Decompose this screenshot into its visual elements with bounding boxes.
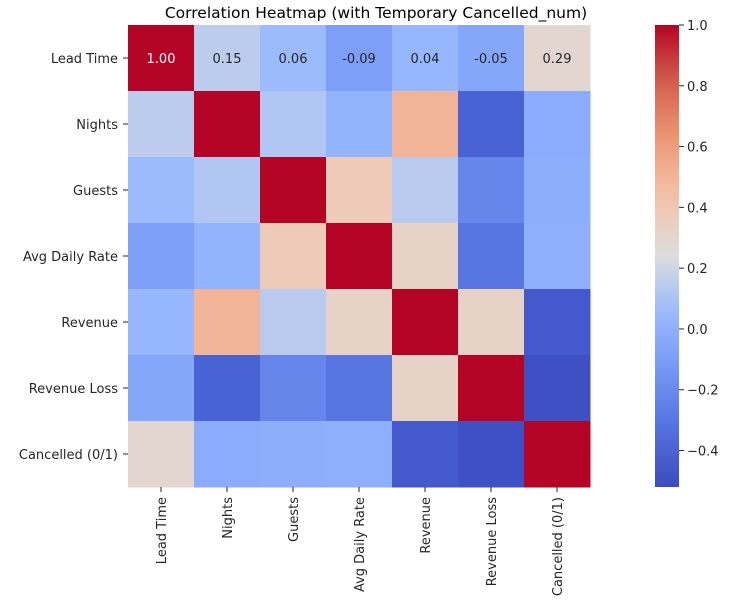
cell-annotation: 0.15 [213,52,242,67]
heatmap-cell [458,289,525,356]
heatmap-cell [392,289,459,356]
colorbar-tick-label: 0.4 [687,201,708,216]
heatmap-cell [194,157,261,224]
colorbar-tick-label: −0.4 [687,445,719,460]
heatmap-cell [458,355,525,422]
heatmap-cell [194,421,261,488]
heatmap-cell [392,25,459,92]
heatmap-cell [524,421,591,488]
heatmap-cell [458,25,525,92]
heatmap-cell [260,91,327,158]
colorbar: 1.0 0.8 0.6 0.4 0.2 0.0 −0.2 −0.4 [655,19,719,487]
heatmap-cell [326,355,393,422]
column-label: Nights [221,497,236,539]
heatmap-cell [524,355,591,422]
heatmap-cell [194,91,261,158]
colorbar-gradient [655,25,679,487]
heatmap-cell [128,91,195,158]
colorbar-tick-label: 0.2 [687,262,708,277]
column-label: Cancelled (0/1) [551,497,566,596]
cell-annotations: 1.00 0.15 0.06 -0.09 0.04 -0.05 0.29 [147,52,572,67]
column-label: Revenue Loss [485,497,500,586]
heatmap-cell [194,355,261,422]
cell-annotation: 0.04 [411,52,440,67]
heatmap-cell [260,421,327,488]
column-label: Avg Daily Rate [353,497,368,592]
chart-title: Correlation Heatmap (with Temporary Canc… [165,4,587,23]
heatmap-cells [128,25,591,488]
heatmap-cell [128,157,195,224]
heatmap-cell [524,223,591,290]
heatmap-cell [194,223,261,290]
row-label: Cancelled (0/1) [19,448,118,463]
heatmap-cell [326,223,393,290]
heatmap-cell [326,157,393,224]
heatmap-cell [194,289,261,356]
colorbar-tick-label: −0.2 [687,384,719,399]
heatmap-cell [524,25,591,92]
heatmap-cell [128,289,195,356]
heatmap-cell [524,91,591,158]
heatmap-cell [524,157,591,224]
colorbar-tick-label: 1.0 [687,19,708,34]
row-label: Revenue Loss [29,382,118,397]
heatmap-cell [128,421,195,488]
colorbar-tick-label: 0.6 [687,141,708,156]
heatmap-cell [392,223,459,290]
heatmap-cell [392,421,459,488]
cell-annotation: 1.00 [147,52,176,67]
colorbar-tick-label: 0.0 [687,323,708,338]
heatmap-cell [128,25,195,92]
heatmap-cell [128,355,195,422]
row-labels: Lead Time Nights Guests Avg Daily Rate Reven… [19,52,128,463]
cell-annotation: 0.29 [543,52,572,67]
heatmap-cell [194,25,261,92]
column-labels: Lead Time Nights Guests Avg Daily Rate Reven… [155,487,566,596]
heatmap-cell [260,223,327,290]
heatmap-cell [326,91,393,158]
heatmap-cell [458,421,525,488]
cell-annotation: -0.05 [474,52,508,67]
row-label: Lead Time [51,52,118,67]
heatmap-cell [458,157,525,224]
heatmap-cell [392,91,459,158]
heatmap-cell [326,25,393,92]
column-label: Lead Time [155,497,170,564]
row-label: Avg Daily Rate [23,250,118,265]
column-label: Guests [287,497,302,542]
row-label: Nights [76,118,118,133]
cell-annotation: 0.06 [279,52,308,67]
row-label: Revenue [61,316,118,331]
heatmap-cell [326,421,393,488]
heatmap-cell [458,91,525,158]
heatmap-cell [260,25,327,92]
heatmap-cell [458,223,525,290]
heatmap-cell [524,289,591,356]
heatmap-cell [260,157,327,224]
heatmap-cell [392,355,459,422]
heatmap-cell [260,289,327,356]
colorbar-tick-label: 0.8 [687,80,708,95]
heatmap-cell [128,223,195,290]
heatmap-cell [326,289,393,356]
column-label: Revenue [419,497,434,554]
heatmap-cell [392,157,459,224]
heatmap-cell [260,355,327,422]
row-label: Guests [73,184,118,199]
cell-annotation: -0.09 [342,52,376,67]
